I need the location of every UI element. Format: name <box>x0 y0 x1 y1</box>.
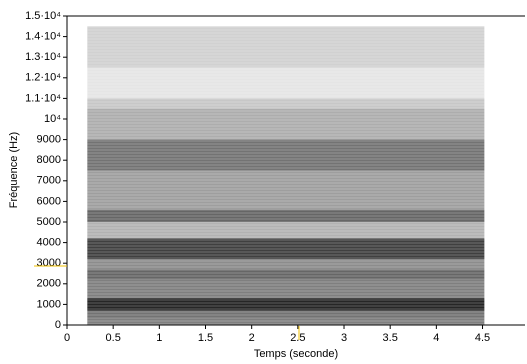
y-tick-label: 1.3·10⁴ <box>25 51 61 63</box>
spectral-band <box>87 222 485 239</box>
y-tick-label: 6000 <box>37 195 61 207</box>
spectral-band <box>87 310 485 319</box>
y-tick-label: 3000 <box>37 257 61 269</box>
y-axis-label: Fréquence (Hz) <box>8 132 20 208</box>
spectral-band <box>87 318 485 325</box>
spectral-band <box>87 26 485 68</box>
spectral-band <box>87 259 485 270</box>
spectral-band <box>87 108 485 140</box>
spectral-band <box>87 170 485 210</box>
spectral-band <box>87 298 485 311</box>
x-axis-label: Temps (seconde) <box>254 348 338 360</box>
y-tick-label: 1.1·10⁴ <box>25 92 61 104</box>
spectral-band <box>87 67 485 99</box>
spectral-band <box>87 269 485 280</box>
y-tick-label: 0 <box>55 319 61 331</box>
x-tick-label: 1 <box>156 332 162 344</box>
x-tick-label: 0.5 <box>106 332 121 344</box>
y-tick-label: 2000 <box>37 278 61 290</box>
spectral-band <box>87 279 485 299</box>
y-tick-label: 4000 <box>37 237 61 249</box>
x-tick-label: 2 <box>249 332 255 344</box>
y-tick-label: 1.5·10⁴ <box>25 10 61 22</box>
x-tick-label: 3 <box>341 332 347 344</box>
x-tick-label: 4 <box>433 332 439 344</box>
spectral-band <box>87 98 485 109</box>
y-tick-label: 9000 <box>37 134 61 146</box>
spectral-band <box>87 139 485 171</box>
y-tick-label: 1000 <box>37 298 61 310</box>
x-tick-label: 4.5 <box>475 332 490 344</box>
y-tick-label: 7000 <box>37 175 61 187</box>
y-tick-label: 1.4·10⁴ <box>25 31 61 43</box>
y-tick-label: 10⁴ <box>44 113 61 125</box>
spectral-band <box>87 238 485 260</box>
y-tick-label: 1.2·10⁴ <box>25 72 61 84</box>
x-tick-label: 0 <box>64 332 70 344</box>
y-tick-label: 8000 <box>37 154 61 166</box>
x-tick-label: 3.5 <box>383 332 398 344</box>
y-tick-label: 5000 <box>37 216 61 228</box>
x-tick-label: 2.5 <box>290 332 305 344</box>
spectral-band <box>87 209 485 222</box>
x-tick-label: 1.5 <box>198 332 213 344</box>
